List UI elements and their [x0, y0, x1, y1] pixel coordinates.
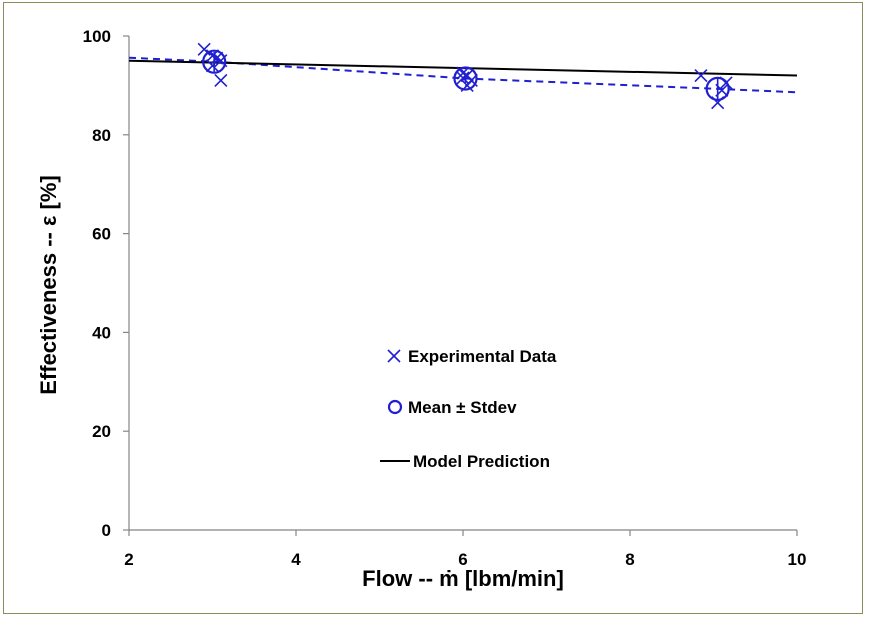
- legend-label-mean: Mean ± Stdev: [408, 398, 517, 417]
- x-stroke: [205, 59, 220, 73]
- y-tick-label: 100: [83, 27, 111, 46]
- x-tick-label: 4: [291, 550, 301, 569]
- x-stroke: [456, 71, 470, 85]
- experimental-point: [214, 73, 228, 88]
- x-tick-label: 6: [458, 550, 467, 569]
- series-layer: [128, 42, 798, 110]
- experimental-point: [694, 68, 708, 83]
- mean-circle: [202, 49, 227, 74]
- y-tick-label: 20: [92, 422, 111, 441]
- x-stroke: [214, 73, 228, 88]
- x-stroke: [210, 51, 224, 65]
- x-stroke: [694, 68, 708, 83]
- legend-x-glyph: [387, 349, 401, 363]
- chart-frame: 2 4 6 8 10 0 20 40 60 80 100 Flow -- ṁ [lbm/min] E…: [3, 2, 863, 614]
- x-tick-label: 8: [625, 550, 634, 569]
- experimental-point: [205, 59, 220, 73]
- x-stroke: [456, 66, 470, 80]
- legend: Experimental Data Mean ± Stdev Model Pre…: [380, 347, 557, 471]
- mean-point: [202, 49, 227, 74]
- y-axis-label: Effectiveness -- ε [%]: [36, 175, 61, 395]
- y-tick-label: 40: [92, 323, 111, 342]
- mean-point: [705, 76, 730, 101]
- y-tick-label: 0: [102, 521, 111, 540]
- mean-circle: [705, 76, 730, 101]
- x-tick-label: 2: [124, 550, 133, 569]
- mean-circle: [453, 66, 478, 91]
- legend-item-experimental: Experimental Data: [387, 347, 557, 366]
- legend-item-mean: Mean ± Stdev: [387, 398, 517, 417]
- legend-circle-marker-icon: [387, 399, 403, 415]
- x-tick-label: 10: [788, 550, 807, 569]
- legend-x-marker-icon: [387, 349, 401, 363]
- experimental-point: [210, 51, 224, 65]
- x-stroke: [197, 42, 211, 56]
- legend-item-model: Model Prediction: [380, 452, 550, 471]
- legend-label-model: Model Prediction: [413, 452, 550, 471]
- mean-point: [453, 66, 478, 91]
- x-stroke: [387, 349, 401, 363]
- experimental-point: [456, 71, 470, 85]
- legend-label-experimental: Experimental Data: [408, 347, 557, 366]
- y-tick-label: 80: [92, 126, 111, 145]
- x-axis-label: Flow -- ṁ [lbm/min]: [362, 566, 564, 591]
- legend-circle-glyph: [387, 399, 403, 415]
- y-tick-label: 60: [92, 225, 111, 244]
